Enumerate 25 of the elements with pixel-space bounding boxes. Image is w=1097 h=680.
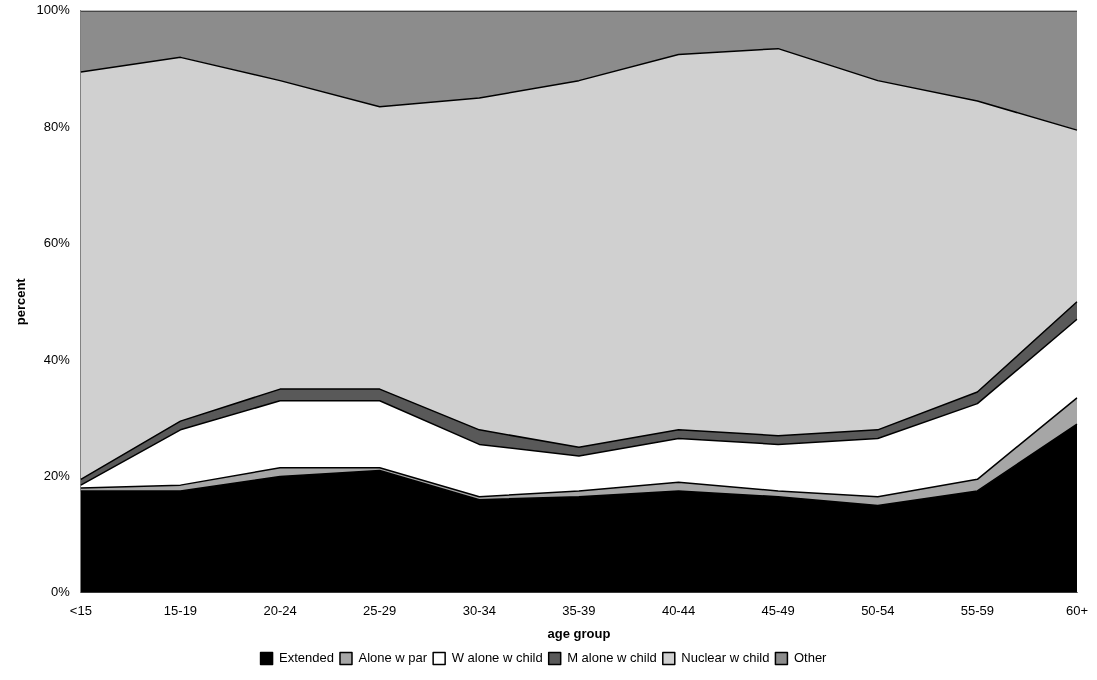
legend-label: W alone w child (451, 650, 543, 666)
x-tick-label: 25-29 (363, 603, 397, 619)
x-tick-label: 50-54 (861, 603, 895, 619)
x-axis-title: age group (547, 625, 611, 641)
y-tick-label: 60% (43, 235, 71, 251)
x-tick-label: 40-44 (661, 603, 696, 619)
legend-label: Other (793, 650, 828, 666)
y-tick-label: 20% (43, 467, 71, 483)
x-tick-label: 55-59 (960, 603, 995, 619)
x-tick-label: 45-49 (761, 603, 795, 619)
y-tick-label: 80% (43, 118, 71, 134)
legend-label: Extended (279, 650, 334, 666)
y-tick-label: 40% (43, 351, 71, 367)
x-tick-label: 35-39 (562, 603, 596, 619)
y-tick-label: 100% (36, 2, 71, 18)
y-tick-label: 0% (51, 584, 71, 600)
x-tick-label: 30-34 (462, 603, 496, 619)
x-tick-label: 15-19 (163, 603, 198, 619)
x-tick-label: <15 (69, 603, 92, 619)
x-tick-label: 20-24 (263, 603, 297, 619)
legend-label: M alone w child (567, 650, 657, 666)
legend-label: Alone w par (358, 650, 428, 666)
x-tick-label: 60+ (1065, 603, 1089, 619)
legend-label: Nuclear w child (681, 650, 770, 666)
y-axis-title: percent (13, 277, 29, 326)
